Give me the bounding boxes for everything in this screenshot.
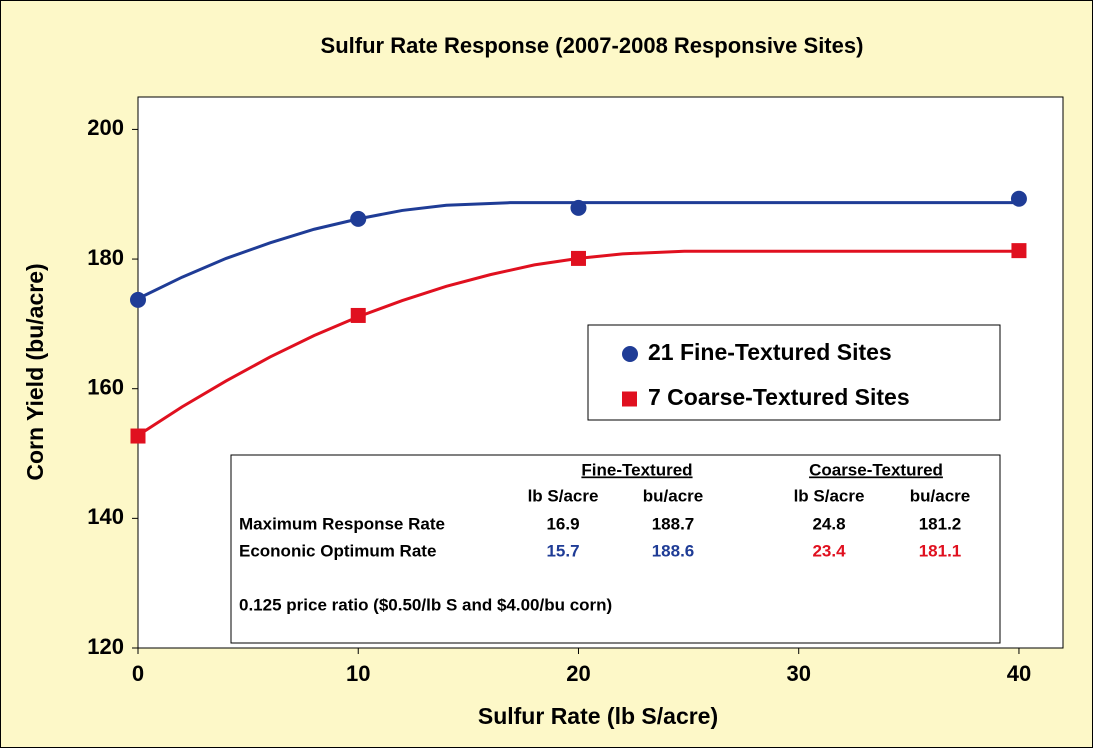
table-column-header: bu/acre [643,486,703,505]
table-row-label: Maximum Response Rate [239,514,445,533]
x-tick-label: 0 [132,661,144,686]
fit-line [137,201,1019,300]
y-tick-label: 200 [87,115,124,140]
legend-label: 21 Fine-Textured Sites [648,339,892,365]
point [570,250,586,266]
legend [587,324,1001,421]
y-tick-label: 160 [87,375,124,400]
table-cell: 24.8 [812,514,845,533]
point [130,291,146,308]
point [350,307,366,323]
table-cell: 188.7 [652,514,695,533]
point [1011,243,1027,259]
table-note: 0.125 price ratio ($0.50/lb S and $4.00/… [239,595,612,614]
point [1010,190,1027,207]
point [350,210,367,227]
table-cell: 15.7 [546,541,579,560]
table-cell: 188.6 [652,541,695,560]
y-tick-label: 140 [87,504,124,529]
fit-line [137,249,1019,437]
chart-title: Sulfur Rate Response (2007-2008 Responsi… [321,33,864,58]
point [570,199,587,216]
table-cell: 181.1 [919,541,962,560]
y-axis-title: Corn Yield (bu/acre) [22,263,48,480]
x-tick-label: 20 [566,661,590,686]
x-tick-label: 40 [1007,661,1031,686]
table-group-header: Coarse-Textured [809,460,943,479]
legend-marker [622,346,638,362]
table-group-header: Fine-Textured [581,460,692,479]
table-cell: 16.9 [546,514,579,533]
x-tick-label: 10 [346,661,370,686]
point [130,428,146,444]
legend-label: 7 Coarse-Textured Sites [648,384,910,410]
table-row-label: Econonic Optimum Rate [239,541,436,560]
legend-marker [622,391,637,407]
table-cell: 23.4 [812,541,846,560]
table-column-header: bu/acre [910,486,970,505]
y-tick-label: 180 [87,245,124,270]
table-column-header: lb S/acre [528,486,599,505]
table-cell: 181.2 [919,514,962,533]
table-column-header: lb S/acre [794,486,865,505]
y-tick-label: 120 [87,634,124,659]
summary-table [230,454,1001,644]
x-tick-label: 30 [786,661,810,686]
x-axis-title: Sulfur Rate (lb S/acre) [478,703,718,729]
